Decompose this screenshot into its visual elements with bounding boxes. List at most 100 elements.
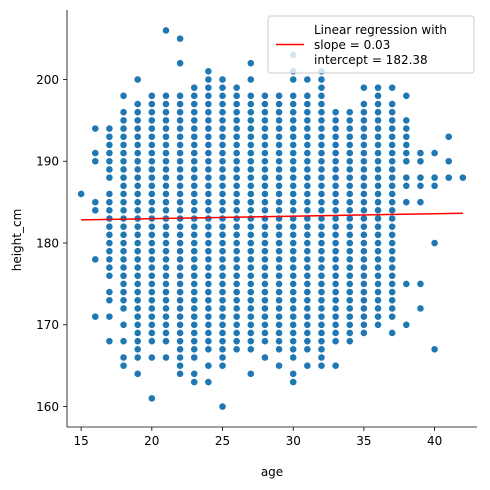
- data-point: [374, 173, 382, 182]
- data-point: [232, 255, 241, 264]
- data-point: [317, 141, 326, 149]
- y-tick-label: 160: [36, 400, 59, 414]
- data-point: [374, 247, 382, 256]
- data-point: [303, 337, 312, 346]
- data-point: [402, 320, 411, 329]
- data-point: [289, 304, 298, 313]
- data-point: [246, 165, 255, 174]
- data-point: [359, 198, 368, 207]
- data-point: [261, 206, 269, 215]
- data-point: [275, 337, 283, 346]
- data-point: [246, 108, 255, 117]
- data-point: [162, 353, 170, 362]
- data-point: [204, 304, 213, 313]
- data-point: [232, 149, 241, 157]
- data-point: [246, 173, 255, 182]
- data-point: [133, 353, 142, 362]
- data-point: [359, 214, 368, 223]
- data-point: [105, 255, 114, 264]
- data-point: [275, 304, 283, 313]
- data-point: [359, 181, 368, 190]
- data-point: [119, 263, 128, 272]
- data-point: [190, 198, 199, 207]
- data-point: [303, 247, 312, 256]
- data-point: [204, 361, 213, 370]
- data-point: [147, 353, 156, 362]
- data-point: [133, 100, 142, 108]
- data-point: [218, 100, 227, 108]
- data-point: [345, 230, 354, 239]
- data-point: [176, 337, 184, 346]
- data-point: [331, 320, 340, 329]
- data-point: [218, 337, 227, 346]
- data-point: [374, 132, 382, 141]
- data-point: [331, 141, 340, 149]
- data-point: [204, 288, 213, 296]
- data-point: [331, 149, 340, 157]
- data-point: [246, 329, 255, 337]
- data-point: [218, 320, 227, 329]
- data-point: [345, 255, 354, 264]
- data-point: [105, 190, 114, 198]
- data-point: [317, 255, 326, 264]
- data-point: [204, 320, 213, 329]
- data-point: [147, 190, 156, 198]
- data-point: [261, 296, 269, 305]
- data-point: [190, 255, 199, 264]
- data-point: [388, 190, 397, 198]
- data-point: [345, 141, 354, 149]
- data-point: [190, 206, 199, 215]
- data-point: [176, 34, 184, 43]
- data-point: [190, 329, 199, 337]
- data-point: [303, 190, 312, 198]
- data-point: [119, 222, 128, 231]
- data-point: [232, 116, 241, 125]
- data-point: [345, 157, 354, 166]
- data-point: [359, 141, 368, 149]
- data-point: [303, 198, 312, 207]
- data-point: [162, 304, 170, 313]
- data-point: [261, 312, 269, 321]
- data-point: [105, 157, 114, 166]
- data-point: [218, 345, 227, 354]
- data-point: [119, 361, 128, 370]
- data-point: [261, 247, 269, 256]
- data-point: [232, 132, 241, 141]
- data-point: [246, 124, 255, 133]
- data-point: [204, 190, 213, 198]
- data-point: [232, 100, 241, 108]
- data-point: [133, 116, 142, 125]
- data-point: [289, 100, 298, 108]
- data-point: [331, 181, 340, 190]
- data-point: [246, 230, 255, 239]
- y-tick-label: 180: [36, 236, 59, 250]
- data-point: [416, 157, 425, 166]
- data-point: [218, 255, 227, 264]
- data-point: [162, 255, 170, 264]
- data-point: [246, 320, 255, 329]
- data-point: [176, 124, 184, 133]
- data-point: [402, 149, 411, 157]
- data-point: [133, 198, 142, 207]
- data-point: [303, 304, 312, 313]
- legend-line-3: intercept = 182.38: [314, 53, 428, 67]
- data-point: [190, 124, 199, 133]
- data-point: [374, 83, 382, 92]
- data-point: [204, 132, 213, 141]
- data-point: [232, 157, 241, 166]
- data-point: [218, 288, 227, 296]
- data-point: [388, 222, 397, 231]
- data-point: [204, 206, 213, 215]
- data-point: [374, 181, 382, 190]
- data-point: [317, 108, 326, 117]
- data-point: [289, 271, 298, 280]
- data-point: [147, 312, 156, 321]
- data-point: [218, 312, 227, 321]
- data-point: [359, 165, 368, 174]
- data-point: [246, 239, 255, 247]
- data-point: [275, 173, 283, 182]
- data-point: [190, 280, 199, 288]
- x-tick-label: 15: [73, 434, 88, 448]
- data-point: [105, 173, 114, 182]
- data-point: [147, 198, 156, 207]
